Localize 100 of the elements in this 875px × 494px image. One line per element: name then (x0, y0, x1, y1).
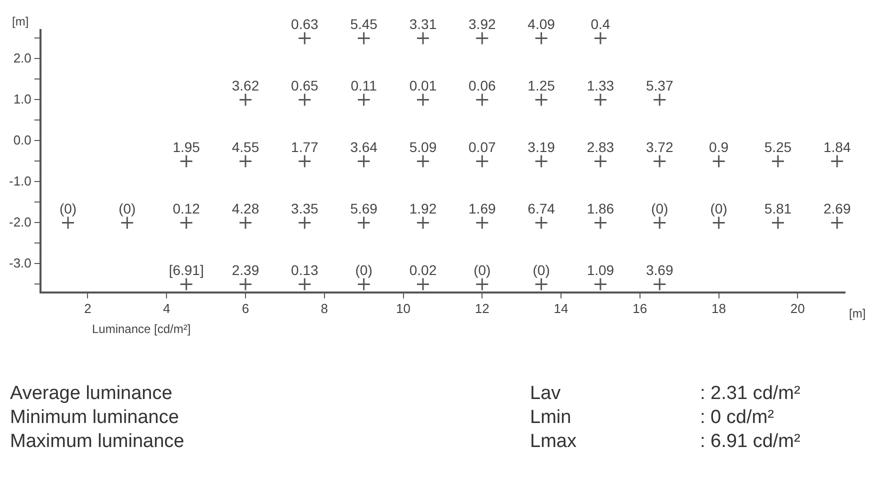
annotation: 0.01 (409, 78, 437, 94)
annotation: 5.37 (646, 78, 674, 94)
point (594, 216, 608, 230)
annotation: 0.06 (468, 78, 496, 94)
point (238, 216, 252, 230)
text: : 0 cd/m² (700, 406, 775, 430)
point (180, 277, 194, 291)
y-tick-label: -2.0 (8, 214, 32, 230)
annotation: 5.81 (764, 200, 792, 217)
annotation: (0) (710, 200, 728, 217)
annotation: 1.25 (528, 78, 556, 94)
x-tick-label: 12 (474, 300, 490, 316)
annotation: (0) (651, 200, 668, 217)
point (652, 92, 666, 106)
annotation: 3.64 (350, 139, 378, 156)
point (771, 154, 785, 168)
point (712, 216, 726, 230)
annotation: 5.69 (350, 200, 378, 217)
annotation: 2.69 (823, 200, 851, 217)
point (652, 277, 666, 291)
point (357, 216, 371, 230)
x-tick-label: 4 (162, 300, 170, 316)
y-tick-label: -3.0 (8, 255, 32, 270)
point (298, 277, 312, 291)
text: Maximum luminance (10, 430, 186, 454)
point (534, 277, 548, 291)
annotation: 1.84 (823, 139, 851, 156)
point (416, 277, 430, 291)
x-axis-title: [m] (849, 306, 866, 321)
point (594, 154, 608, 168)
point (594, 92, 608, 106)
point (357, 277, 371, 291)
point (534, 92, 548, 106)
text: Lmin (530, 406, 572, 430)
annotation: 0.11 (350, 78, 378, 94)
x-tick-label: 10 (396, 300, 410, 316)
x-tick-label: 8 (320, 300, 328, 316)
point (180, 216, 194, 230)
text: Minimum luminance (10, 406, 180, 430)
point (298, 154, 312, 168)
x-tick-label: 18 (712, 300, 726, 316)
y-axis-title: [m] (12, 14, 29, 28)
x-tick-label: 6 (242, 300, 250, 316)
point (180, 154, 194, 168)
x-tick-label: 2 (84, 300, 92, 316)
point (652, 154, 666, 168)
annotation: 3.35 (291, 200, 318, 217)
y-tick-label: 1.0 (13, 91, 32, 106)
point (357, 31, 371, 45)
point (475, 154, 489, 168)
annotation: 4.28 (232, 200, 260, 217)
annotation: 0.07 (468, 139, 496, 156)
annotation: 1.95 (172, 139, 200, 156)
point (416, 31, 430, 45)
y-tick-label: 0.0 (13, 132, 32, 148)
annotation: (0) (59, 200, 77, 217)
point (830, 216, 844, 230)
point (594, 277, 608, 291)
text: Lav (530, 382, 562, 406)
annotation: (0) (474, 262, 491, 278)
annotation: 0.63 (291, 16, 318, 32)
x-tick-label: 14 (554, 300, 568, 316)
annotation: 4.55 (232, 139, 260, 156)
point (534, 216, 548, 230)
point (830, 154, 844, 168)
point (652, 216, 666, 230)
annotation: 3.62 (232, 78, 260, 94)
y-tick-label: 2.0 (13, 50, 32, 66)
annotation: (0) (118, 200, 136, 217)
annotation: 0.02 (409, 262, 437, 278)
point (712, 154, 726, 168)
annotation: 1.33 (586, 78, 614, 94)
annotation: (0) (355, 262, 372, 278)
point (475, 216, 489, 230)
annotation: [6.91] (168, 262, 204, 278)
annotation: 2.83 (586, 139, 614, 156)
point (298, 92, 312, 106)
point (416, 154, 430, 168)
annotation: 1.92 (409, 200, 437, 217)
annotation: 5.45 (350, 16, 378, 32)
point (238, 154, 252, 168)
text: : 2.31 cd/m² (700, 382, 802, 406)
point (534, 154, 548, 168)
x-tick-label: 20 (790, 300, 805, 316)
point (416, 216, 430, 230)
annotation: 3.72 (646, 139, 674, 156)
point (298, 31, 312, 45)
text: : 6.91 cd/m² (700, 430, 802, 454)
annotation: 3.31 (409, 16, 437, 32)
annotation: 1.86 (586, 200, 614, 217)
annotation: 5.09 (409, 139, 437, 156)
point (357, 154, 371, 168)
annotation: 1.09 (586, 262, 614, 278)
annotation: 0.12 (172, 200, 200, 217)
point (475, 31, 489, 45)
point (120, 216, 134, 230)
annotation: (0) (532, 262, 550, 278)
point (771, 216, 785, 230)
point (61, 216, 75, 230)
y-tick-label: -1.0 (8, 173, 32, 188)
